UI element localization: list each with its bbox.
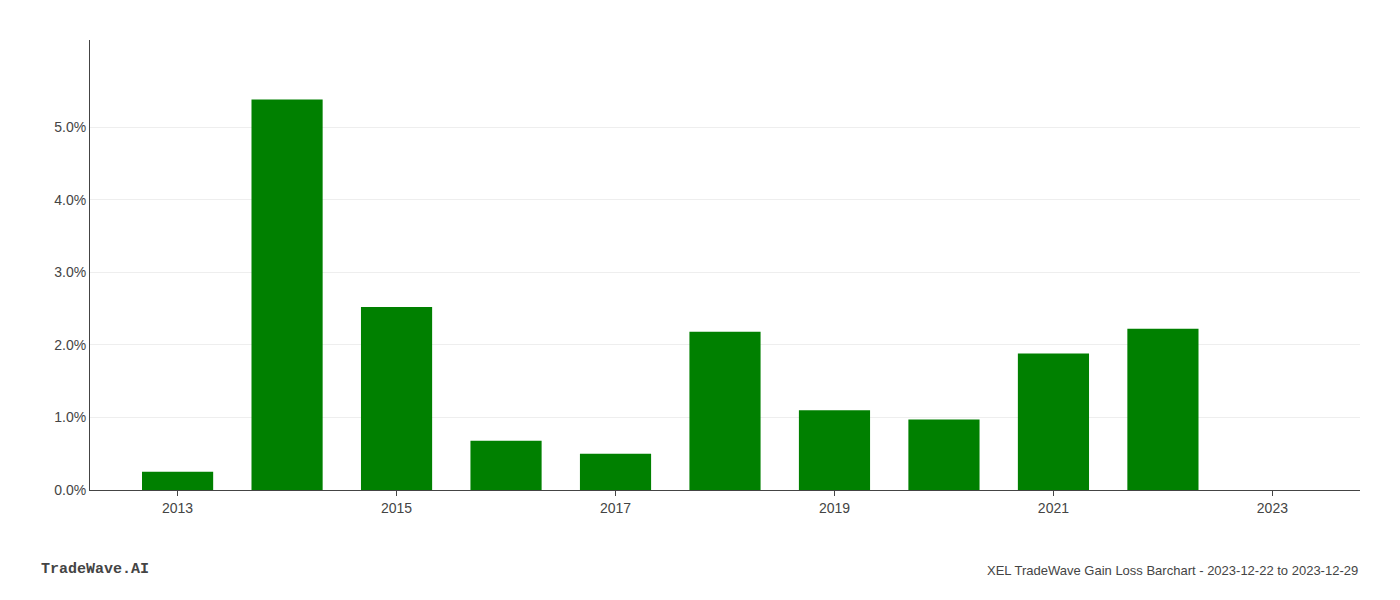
svg-text:2023: 2023 <box>1257 500 1288 516</box>
svg-text:0.0%: 0.0% <box>54 482 86 498</box>
svg-text:2.0%: 2.0% <box>54 337 86 353</box>
svg-text:XEL TradeWave Gain Loss Barcha: XEL TradeWave Gain Loss Barchart - 2023-… <box>987 563 1358 578</box>
svg-text:2013: 2013 <box>162 500 193 516</box>
svg-text:2015: 2015 <box>381 500 412 516</box>
svg-text:5.0%: 5.0% <box>54 119 86 135</box>
svg-text:2017: 2017 <box>600 500 631 516</box>
svg-text:TradeWave.AI: TradeWave.AI <box>41 561 149 578</box>
svg-text:2021: 2021 <box>1038 500 1069 516</box>
svg-text:1.0%: 1.0% <box>54 409 86 425</box>
svg-text:4.0%: 4.0% <box>54 192 86 208</box>
svg-text:2019: 2019 <box>819 500 850 516</box>
svg-text:3.0%: 3.0% <box>54 264 86 280</box>
